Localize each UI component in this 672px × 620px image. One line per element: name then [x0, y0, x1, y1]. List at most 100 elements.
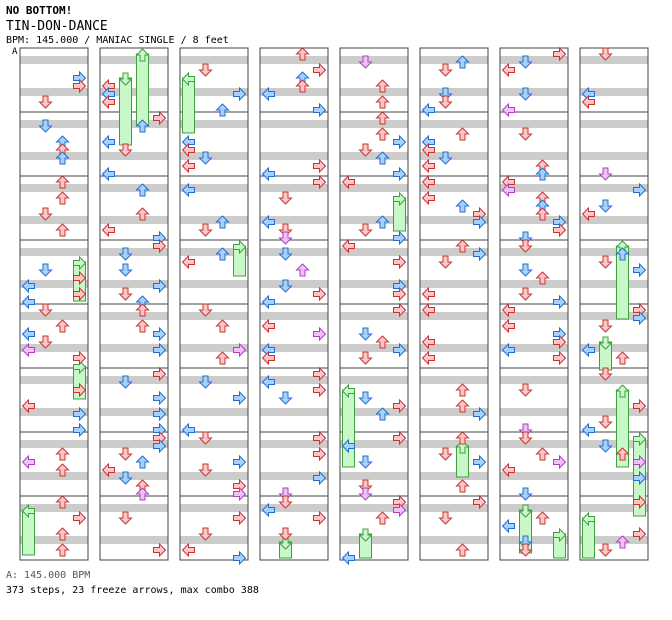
down-arrow	[358, 351, 373, 365]
down-arrow	[118, 375, 133, 389]
left-arrow	[101, 94, 115, 110]
right-arrow	[313, 158, 327, 174]
chart-column-border	[339, 47, 409, 561]
arrows-layer	[21, 70, 87, 557]
left-arrow	[501, 182, 515, 198]
up-arrow	[375, 95, 390, 109]
up-arrow	[375, 111, 390, 125]
left-arrow	[501, 102, 515, 118]
up-freeze-arrow	[615, 240, 630, 320]
right-arrow	[473, 214, 487, 230]
right-arrow	[313, 470, 327, 486]
right-arrow	[313, 174, 327, 190]
down-arrow	[358, 327, 373, 341]
up-arrow	[535, 511, 550, 525]
up-arrow	[215, 319, 230, 333]
right-arrow	[73, 382, 87, 398]
chart-column-2	[99, 47, 169, 561]
left-arrow	[581, 206, 595, 222]
up-arrow	[55, 527, 70, 541]
arrows-layer	[101, 78, 167, 558]
down-freeze-arrow	[278, 536, 293, 559]
section-marker: A	[12, 47, 18, 57]
left-arrow	[421, 286, 435, 302]
right-arrow	[233, 342, 247, 358]
freeze-layer	[581, 240, 647, 559]
right-arrow	[233, 86, 247, 102]
up-arrow	[55, 463, 70, 477]
chart-column-8	[579, 47, 649, 561]
down-freeze-arrow	[118, 72, 133, 146]
right-arrow	[233, 486, 247, 502]
down-arrow	[118, 143, 133, 157]
down-arrow	[358, 143, 373, 157]
chart-column-6	[419, 47, 489, 561]
down-arrow	[518, 55, 533, 69]
down-arrow	[598, 255, 613, 269]
right-arrow	[633, 470, 647, 486]
left-arrow	[21, 342, 35, 358]
chart-column-5	[339, 47, 409, 566]
left-arrow	[261, 318, 275, 334]
up-arrow	[295, 79, 310, 93]
chart-column-4	[259, 47, 329, 561]
down-arrow	[38, 335, 53, 349]
right-arrow	[633, 310, 647, 326]
up-arrow	[135, 183, 150, 197]
left-arrow	[21, 326, 35, 342]
arrows-layer	[501, 46, 567, 557]
left-arrow	[501, 342, 515, 358]
up-arrow	[455, 127, 470, 141]
up-arrow	[615, 535, 630, 549]
left-arrow	[501, 518, 515, 534]
down-arrow	[38, 119, 53, 133]
down-arrow	[518, 239, 533, 253]
down-arrow	[198, 303, 213, 317]
left-arrow	[501, 302, 515, 318]
right-arrow	[393, 166, 407, 182]
chart-column-border	[179, 47, 249, 561]
up-freeze-arrow	[135, 48, 150, 127]
right-arrow	[73, 406, 87, 422]
left-arrow	[101, 134, 115, 150]
down-arrow	[198, 63, 213, 77]
right-arrow	[313, 382, 327, 398]
up-arrow	[615, 447, 630, 461]
up-arrow	[55, 495, 70, 509]
right-arrow	[73, 286, 87, 302]
left-freeze-arrow	[341, 383, 355, 468]
up-arrow	[135, 487, 150, 501]
right-arrow	[553, 222, 567, 238]
right-arrow	[153, 406, 167, 422]
up-arrow	[135, 119, 150, 133]
chart-column-border	[19, 47, 89, 561]
right-arrow	[233, 390, 247, 406]
down-arrow	[198, 151, 213, 165]
right-arrow	[553, 46, 567, 62]
left-arrow	[21, 454, 35, 470]
up-arrow	[375, 335, 390, 349]
left-arrow	[501, 318, 515, 334]
footer-bpm: A: 145.000 BPM	[6, 570, 91, 581]
down-arrow	[278, 495, 293, 509]
up-freeze-arrow	[615, 384, 630, 468]
left-arrow	[101, 462, 115, 478]
down-arrow	[598, 543, 613, 557]
left-arrow	[101, 222, 115, 238]
left-arrow	[21, 278, 35, 294]
right-arrow	[73, 350, 87, 366]
left-arrow	[421, 142, 435, 158]
up-arrow	[295, 263, 310, 277]
left-arrow	[421, 174, 435, 190]
up-arrow	[455, 543, 470, 557]
left-arrow	[421, 190, 435, 206]
up-arrow	[455, 479, 470, 493]
up-arrow	[135, 455, 150, 469]
left-arrow	[421, 302, 435, 318]
down-arrow	[38, 207, 53, 221]
down-arrow	[118, 247, 133, 261]
left-arrow	[181, 254, 195, 270]
up-arrow	[535, 271, 550, 285]
arrows-layer	[581, 47, 647, 557]
